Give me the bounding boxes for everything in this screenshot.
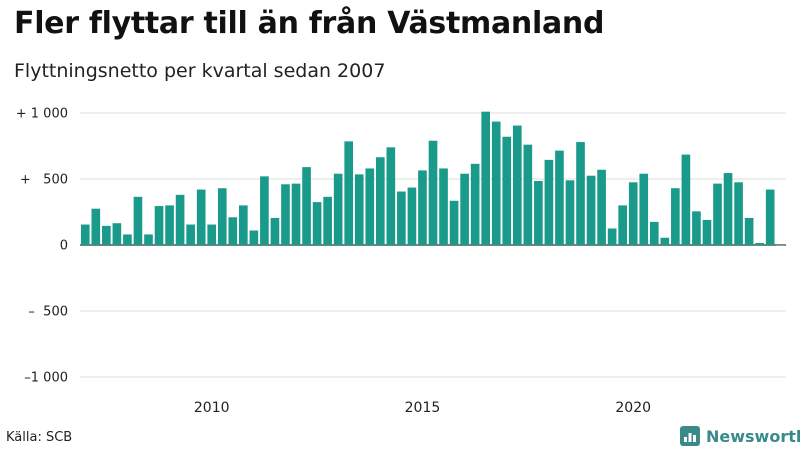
bar [723, 173, 733, 245]
bar [249, 230, 259, 245]
bar [123, 234, 132, 245]
bar [502, 136, 512, 245]
bar [407, 187, 417, 245]
bar [228, 217, 238, 245]
bar [144, 234, 153, 245]
bar [386, 147, 396, 245]
bar [702, 219, 712, 245]
bar [80, 224, 90, 245]
x-tick-label: 2015 [405, 400, 441, 416]
bar [302, 167, 311, 245]
bar [734, 182, 743, 245]
bar [281, 184, 290, 245]
x-tick-label: 2020 [615, 400, 651, 416]
bar [544, 159, 554, 245]
bar [418, 170, 427, 245]
bar [133, 196, 143, 245]
bar [291, 183, 301, 245]
bar [196, 189, 206, 245]
bar [586, 175, 596, 245]
bar [312, 202, 322, 245]
brand-name: Newsworthy [706, 426, 800, 446]
bar [491, 121, 501, 245]
y-tick-label: – 500 [28, 305, 68, 320]
y-tick-label: + 500 [20, 173, 68, 188]
bar [175, 194, 185, 245]
y-tick-label: + 1 000 [16, 107, 68, 122]
bar [439, 168, 448, 245]
bar [639, 173, 649, 245]
bar [165, 205, 174, 245]
chart-subtitle: Flyttningsnetto per kvartal sedan 2007 [14, 60, 386, 82]
bar [565, 180, 575, 245]
bar [512, 125, 522, 245]
bar [534, 180, 543, 245]
bar [323, 196, 332, 245]
bar [618, 205, 627, 245]
bar [470, 163, 480, 245]
bar [681, 154, 691, 245]
bar [354, 174, 364, 245]
bar [186, 224, 195, 245]
newsworthy-icon [680, 426, 700, 446]
x-tick-label: 2010 [194, 400, 230, 416]
bar [154, 206, 164, 245]
bar [333, 173, 343, 245]
bar [449, 200, 459, 245]
bar [671, 188, 680, 245]
bar [344, 141, 354, 245]
newsworthy-logo: Newsworthy [680, 426, 800, 446]
bar [576, 142, 585, 245]
bar [523, 144, 533, 245]
bar [365, 168, 375, 245]
bar [744, 217, 754, 245]
bar [112, 223, 122, 245]
bar [91, 208, 101, 245]
bar [765, 189, 775, 245]
bar [776, 245, 786, 246]
source-note: Källa: SCB [6, 430, 73, 445]
chart-title: Fler flyttar till än från Västmanland [14, 6, 605, 41]
bar [597, 169, 606, 245]
y-tick-label: –1 000 [24, 371, 68, 386]
bar [239, 205, 248, 245]
bar [755, 243, 764, 245]
bar [260, 176, 269, 245]
bar [692, 211, 701, 245]
bar [102, 225, 111, 245]
bar [607, 228, 617, 245]
bar [270, 217, 280, 245]
bar [713, 183, 722, 245]
bar [660, 237, 670, 245]
bar [460, 173, 469, 245]
bar [375, 157, 385, 245]
y-tick-label: 0 [60, 239, 68, 254]
bar [207, 224, 217, 245]
bar [649, 221, 659, 245]
bar [397, 191, 406, 245]
bar [555, 150, 564, 245]
bar [628, 182, 638, 245]
bar [481, 111, 491, 246]
bar [428, 140, 438, 245]
bar [217, 188, 227, 245]
